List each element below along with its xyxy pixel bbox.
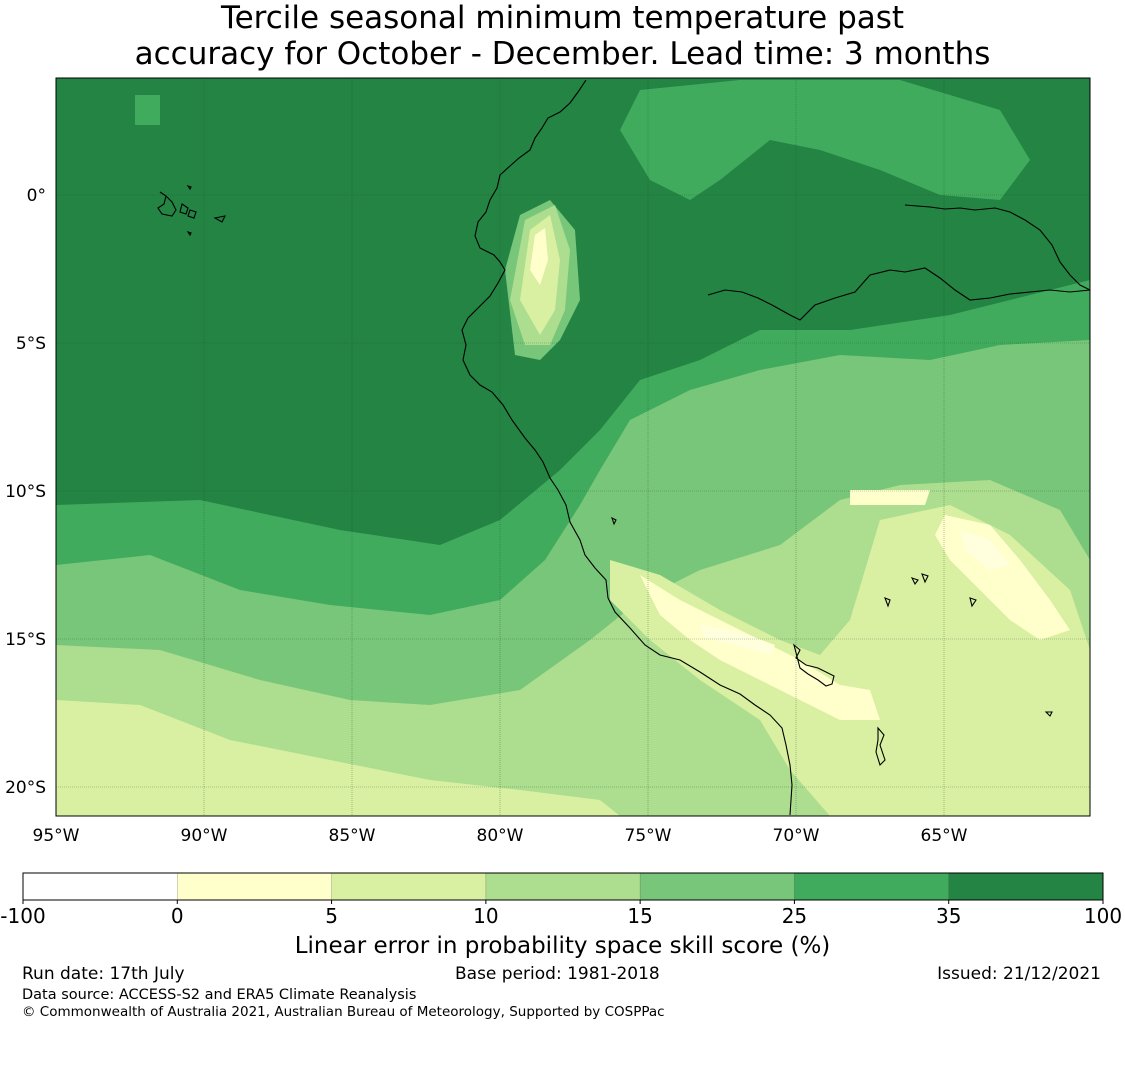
skill-region-light-band — [56, 505, 1090, 816]
colorbar-tick-label: 100 — [1084, 904, 1122, 928]
colorbar-tick-label: 25 — [782, 904, 807, 928]
colorbar-tick-label: 0 — [171, 904, 184, 928]
coastline — [157, 79, 1091, 816]
skill-region-north-patches — [135, 80, 1030, 200]
lat-tick-label: 0° — [27, 186, 46, 206]
title-line-2: accuracy for October - December. Lead ti… — [134, 36, 991, 72]
skill-region-coastal-yellow — [530, 228, 548, 285]
base-period: Base period: 1981-2018 — [455, 964, 660, 984]
colorbar-tick-label: -100 — [0, 904, 45, 928]
river-maranon — [707, 267, 1091, 321]
skill-region-yellow-core — [700, 530, 1010, 655]
lon-tick-label: 65°W — [921, 826, 968, 846]
colorbar-swatch — [331, 873, 486, 900]
lon-tick-label: 90°W — [181, 826, 228, 846]
colorbar-tick-label: 5 — [325, 904, 338, 928]
coastline-amazon-river — [904, 204, 1091, 291]
lat-tick-label: 10°S — [5, 482, 46, 502]
colorbar-frame — [22, 872, 1104, 901]
lat-tick-label: 5°S — [16, 334, 46, 354]
run-date: Run date: 17th July — [22, 964, 185, 984]
colorbar-swatch — [177, 873, 332, 900]
lon-tick-label: 85°W — [329, 826, 376, 846]
lat-tick-label: 15°S — [5, 630, 46, 650]
skill-field — [56, 78, 1090, 816]
colorbar-swatch — [23, 873, 178, 900]
lon-tick-label: 80°W — [477, 826, 524, 846]
lon-tick-label: 70°W — [773, 826, 820, 846]
map-title: Tercile seasonal minimum temperature pas… — [0, 0, 1125, 72]
colorbar: -100 0 5 10 15 25 35 100 — [0, 872, 1122, 928]
lat-tick-label: 20°S — [5, 778, 46, 798]
small-lakes — [611, 516, 1053, 717]
lon-tick-label: 75°W — [625, 826, 672, 846]
galapagos-islands — [157, 184, 226, 237]
graticule — [56, 78, 1090, 816]
skill-region-yellow-band — [640, 490, 1070, 720]
longitude-tick-labels: 95°W 90°W 85°W 80°W 75°W 70°W 65°W — [33, 826, 968, 846]
lon-tick-label: 95°W — [33, 826, 80, 846]
colorbar-tick-label: 15 — [627, 904, 652, 928]
copyright: © Commonwealth of Australia 2021, Austra… — [22, 1004, 665, 1020]
lake-titicaca — [793, 643, 835, 687]
colorbar-swatch — [948, 873, 1103, 900]
latitude-tick-labels: 0° 5°S 10°S 15°S 20°S — [5, 186, 46, 798]
data-source: Data source: ACCESS-S2 and ERA5 Climate … — [22, 987, 417, 1003]
colorbar-tick-label: 10 — [473, 904, 498, 928]
coastline-south-america — [461, 79, 793, 816]
colorbar-swatch — [794, 873, 949, 900]
lake-poopo — [875, 726, 886, 767]
issued-date: Issued: 21/12/2021 — [937, 964, 1101, 984]
colorbar-swatch — [485, 873, 641, 900]
map-frame — [55, 77, 1091, 817]
title-line-1: Tercile seasonal minimum temperature pas… — [220, 0, 905, 36]
colorbar-label: Linear error in probability space skill … — [294, 933, 831, 959]
colorbar-swatch — [640, 873, 795, 900]
colorbar-tick-label: 35 — [936, 904, 961, 928]
